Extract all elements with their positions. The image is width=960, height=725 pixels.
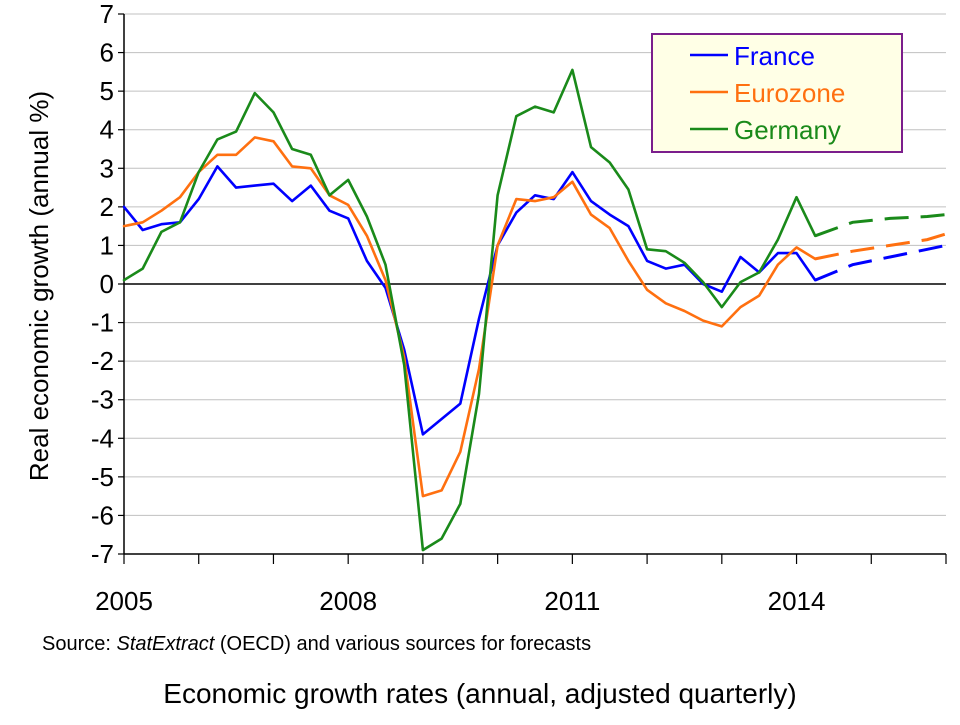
legend-label-france: France [734,41,815,71]
x-tick-label: 2011 [544,586,600,616]
legend-label-eurozone: Eurozone [734,78,845,108]
x-tick-label: 2014 [768,586,826,616]
y-tick-label: 7 [100,0,114,29]
y-tick-label: -7 [91,539,114,569]
y-tick-label: 1 [100,230,114,260]
y-tick-label: 4 [100,115,114,145]
x-tick-label: 2005 [95,586,153,616]
source-emphasis: StatExtract [116,633,215,655]
y-tick-label: -5 [91,462,114,492]
series-forecast-germany [814,213,947,238]
y-tick-label: -3 [91,385,114,415]
y-tick-label: 5 [100,76,114,106]
legend-label-germany: Germany [734,115,841,145]
series-line-germany [122,68,817,552]
source-suffix: (OECD) and various sources for forecasts [214,633,592,655]
series-forecast-eurozone [814,232,947,261]
y-tick-label: -1 [91,308,114,338]
source-prefix: Source: [42,633,117,655]
source-note: Source: StatExtract (OECD) and various s… [42,633,591,656]
y-tick-label: 0 [100,269,114,299]
y-tick-label: 6 [100,38,114,68]
y-tick-label: -6 [91,500,114,530]
series-line-france [122,165,817,436]
y-axis-title: Real economic growth (annual %) [24,91,54,481]
series-forecast-france [814,243,947,282]
figure-caption: Economic growth rates (annual, adjusted … [163,678,797,709]
series-line-eurozone [122,136,817,498]
x-tick-label: 2008 [319,586,377,616]
y-tick-label: 3 [100,153,114,183]
y-tick-label: -2 [91,346,114,376]
y-tick-label: -4 [91,423,114,453]
y-tick-label: 2 [100,192,114,222]
